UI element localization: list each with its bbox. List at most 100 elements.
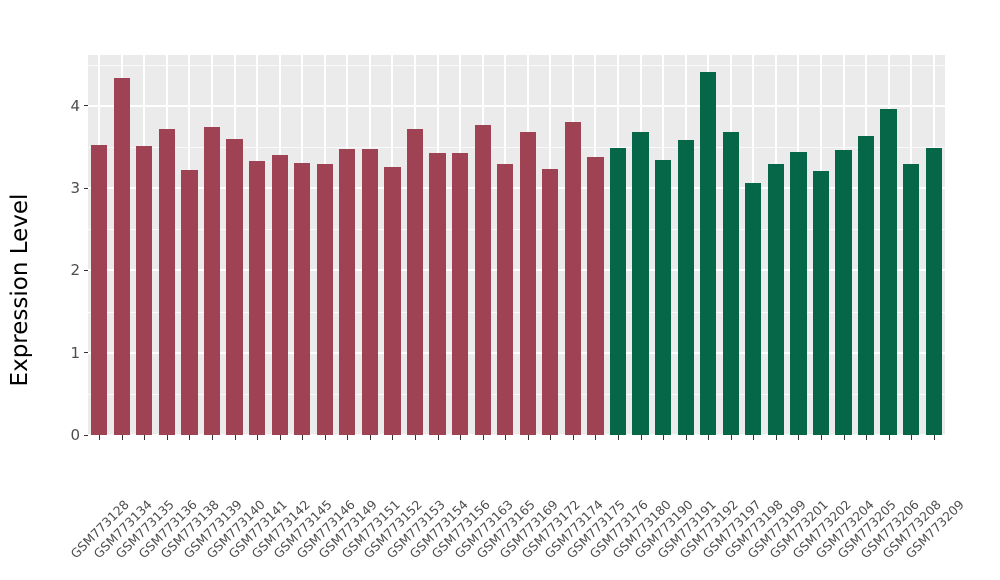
- x-axis-tick-mark: [392, 435, 394, 440]
- x-axis-tick-mark: [324, 435, 326, 440]
- y-axis-tick: 2: [70, 261, 88, 279]
- y-axis-title: Expression Level: [7, 193, 33, 387]
- grid-line-major-y: [88, 269, 945, 272]
- bar: [158, 129, 176, 435]
- x-axis-tick-mark: [302, 435, 304, 440]
- bar: [903, 164, 920, 435]
- bar: [113, 78, 130, 435]
- bar: [722, 131, 739, 435]
- x-axis-tick-mark: [99, 435, 101, 440]
- grid-line-major-y: [88, 187, 945, 190]
- grid-line-minor-y: [88, 64, 945, 66]
- bar: [790, 152, 807, 435]
- y-axis-tick-label: 3: [70, 179, 80, 198]
- x-axis-tick-mark: [617, 435, 619, 440]
- x-axis-tick-mark: [911, 435, 913, 440]
- bar: [249, 161, 266, 435]
- x-axis-tick-mark: [121, 435, 123, 440]
- bar: [519, 131, 536, 435]
- bar: [654, 160, 672, 435]
- x-axis-tick-mark: [820, 435, 822, 440]
- x-axis-tick-mark: [685, 435, 687, 440]
- bar: [136, 146, 153, 435]
- bar: [339, 148, 356, 435]
- bar: [384, 166, 401, 435]
- bar: [474, 124, 491, 435]
- bar: [181, 170, 198, 435]
- y-axis-tick: 3: [70, 179, 88, 197]
- grid-line-minor-y: [88, 393, 945, 395]
- x-axis: GSM773128 GSM773134 GSM773135 GSM773136 GSM7…: [68, 435, 967, 580]
- bar: [91, 144, 108, 435]
- x-axis-tick-mark: [798, 435, 800, 440]
- x-axis-tick-mark: [212, 435, 214, 440]
- x-axis-tick-mark: [866, 435, 868, 440]
- bar: [587, 157, 604, 435]
- bars-layer: [88, 55, 945, 435]
- y-axis-tick: 4: [70, 97, 88, 115]
- bar: [677, 139, 694, 435]
- bar: [497, 164, 514, 435]
- grid-line-major-y: [88, 104, 945, 107]
- bar: [767, 163, 784, 435]
- y-axis-tick-mark: [84, 352, 88, 354]
- x-axis-tick-mark: [257, 435, 259, 440]
- bar: [609, 147, 627, 435]
- x-axis-tick-mark: [753, 435, 755, 440]
- x-axis-tick-mark: [234, 435, 236, 440]
- x-axis-tick-mark: [527, 435, 529, 440]
- bar: [564, 121, 581, 435]
- grid-line-minor-y: [88, 311, 945, 313]
- x-axis-tick-mark: [415, 435, 416, 440]
- bar: [451, 152, 469, 435]
- y-axis-tick-mark: [84, 269, 88, 271]
- bar: [203, 127, 221, 435]
- bar: [857, 136, 875, 435]
- y-axis-tick: 1: [70, 344, 88, 362]
- bar: [429, 152, 446, 435]
- bar: [361, 148, 379, 435]
- y-axis-tick: 0: [70, 426, 88, 444]
- bar: [812, 170, 830, 435]
- x-axis-tick-mark: [166, 435, 168, 440]
- bar: [835, 150, 852, 435]
- bar: [406, 129, 424, 435]
- y-axis-tick-mark: [84, 434, 88, 436]
- y-axis-tick-label: 1: [70, 343, 80, 362]
- y-axis-tick-mark: [84, 187, 88, 189]
- bar: [271, 154, 288, 435]
- bar: [226, 138, 243, 435]
- bar: [925, 147, 942, 435]
- x-axis-tick-mark: [369, 435, 371, 440]
- x-axis-tick-mark: [843, 435, 845, 440]
- bar: [880, 109, 897, 435]
- grid-line-major-y: [88, 434, 945, 435]
- plot-panel: [88, 55, 945, 435]
- x-axis-tick-mark: [708, 435, 710, 440]
- x-axis-tick-mark: [730, 435, 732, 440]
- x-axis-tick-mark: [663, 435, 665, 440]
- bar: [745, 182, 762, 435]
- grid-line-major-y: [88, 351, 945, 354]
- grid-line-minor-y: [88, 229, 945, 231]
- y-axis-tick-mark: [84, 105, 88, 107]
- bar: [700, 72, 717, 435]
- y-axis: 0 1 2 3 4: [40, 0, 88, 580]
- x-axis-tick-mark: [189, 435, 191, 440]
- x-axis-tick-mark: [595, 435, 597, 440]
- x-axis-tick-mark: [505, 435, 507, 440]
- bar: [316, 164, 333, 435]
- x-axis-tick-mark: [144, 435, 146, 440]
- x-axis-tick-mark: [775, 435, 777, 440]
- bar: [542, 168, 559, 435]
- x-axis-tick-mark: [482, 435, 484, 440]
- y-axis-tick-label: 4: [70, 96, 80, 115]
- x-axis-tick-mark: [460, 435, 462, 440]
- x-axis-tick-mark: [550, 435, 552, 440]
- bar: [632, 132, 649, 435]
- y-axis-tick-label: 2: [70, 261, 80, 280]
- grid-line-minor-y: [88, 147, 945, 149]
- x-axis-tick-mark: [347, 435, 349, 440]
- x-axis-tick-mark: [640, 435, 642, 440]
